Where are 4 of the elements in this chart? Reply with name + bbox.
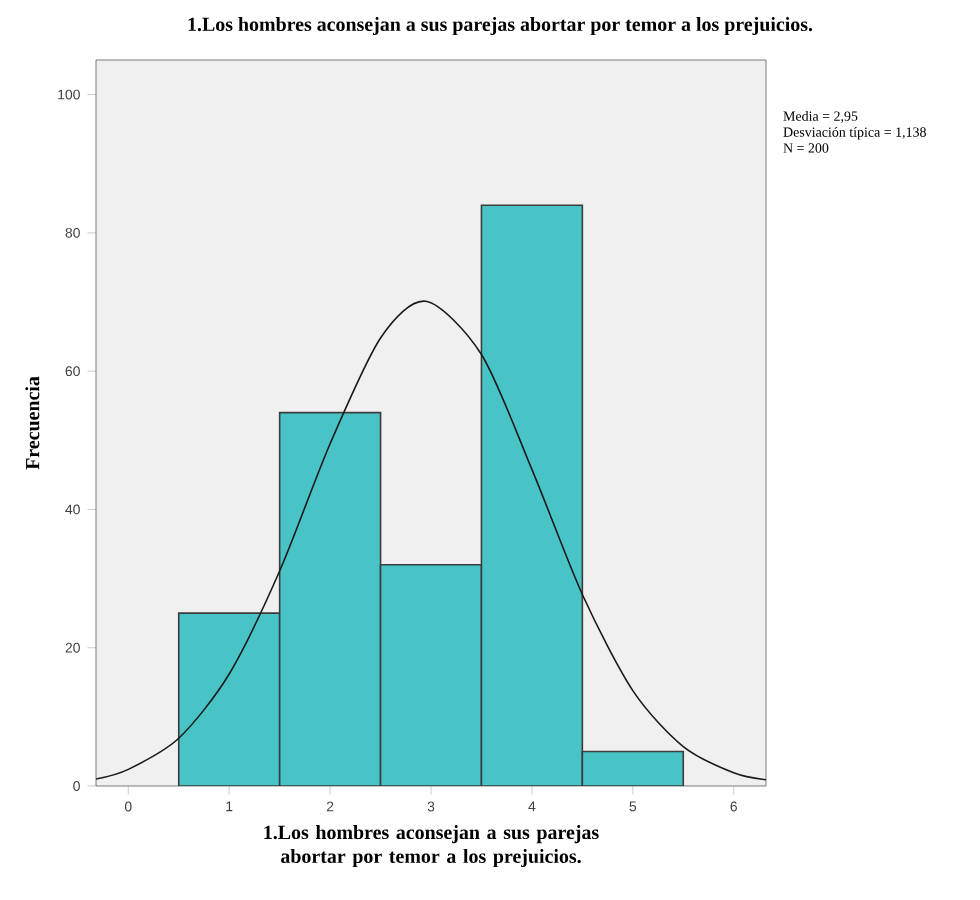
chart-title: 1.Los hombres aconsejan a sus parejas abortar por temor a los prejuicios. <box>188 17 813 36</box>
x-axis-title: 1.Los hombres aconsejan a sus parejas abortar por temor a los prejuicios. <box>264 825 599 868</box>
y-axis-title: Frecuencia <box>25 376 40 470</box>
line-series <box>96 300 767 781</box>
